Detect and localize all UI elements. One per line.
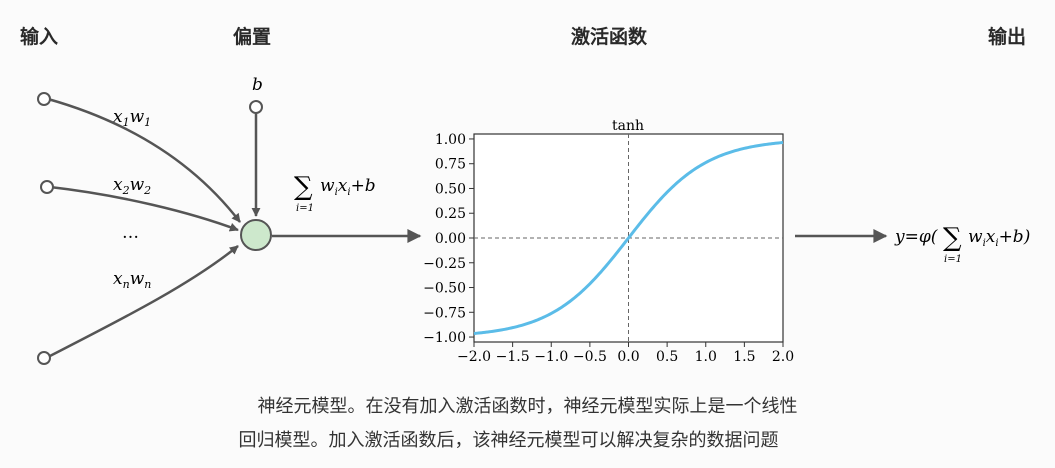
caption-line-2: 回归模型。加入激活函数后，该神经元模型可以解决复杂的数据问题 (238, 430, 779, 451)
input-node-2 (40, 180, 54, 194)
sum-sigma: ∑ (294, 172, 313, 202)
output-lower-index: i=1 (944, 254, 962, 265)
y-tick-label: 0.00 (435, 231, 466, 247)
tanh-curve (473, 141, 784, 335)
y-tick-label: 0.75 (435, 157, 466, 173)
header-input: 输入 (20, 26, 59, 48)
edge-2-label: x2w2 (113, 175, 151, 197)
sum-body: wixi+b (320, 176, 376, 198)
x-axis-ticks: −2.0 −1.5 −1.0 −0.5 0.0 0.5 1.0 1.5 2.0 (457, 342, 794, 365)
input-edge-1 (47, 97, 241, 223)
caption-line-1: 神经元模型。在没有加入激活函数时，神经元模型实际上是一个线性 (257, 396, 798, 417)
edge-1-label: x1w1 (113, 107, 151, 129)
header-output: 输出 (988, 26, 1027, 48)
x-tick-label: 0.0 (617, 349, 639, 365)
x-tick-label: −0.5 (573, 349, 607, 365)
tanh-chart: tanh −2.0 −1.5 −1.0 −0.5 0.0 0.5 1.0 1.5 2.0 1.0… (423, 118, 794, 365)
y-axis-ticks: 1.00 0.75 0.50 0.25 0.00 −0.25 −0.50 −0.75 −1.00 (423, 132, 474, 346)
y-tick-label: −0.25 (423, 256, 466, 272)
neuron-node (240, 219, 272, 251)
input-edge-2 (49, 185, 239, 232)
x-tick-label: 2.0 (772, 349, 794, 365)
x-tick-label: 0.5 (656, 349, 678, 365)
y-tick-label: 0.50 (435, 181, 466, 197)
output-sigma: ∑ (943, 223, 962, 253)
y-tick-label: 0.25 (435, 206, 466, 222)
y-tick-label: −0.50 (423, 281, 466, 297)
bias-node (249, 100, 263, 114)
y-tick-label: 1.00 (435, 132, 466, 148)
input-node-1 (37, 92, 51, 106)
input-edge-n (47, 245, 239, 359)
header-bias: 偏置 (233, 26, 272, 48)
header-activation: 激活函数 (571, 26, 648, 48)
output-body: wixi+b) (968, 227, 1030, 249)
y-tick-label: −0.75 (423, 305, 466, 321)
x-tick-label: −1.0 (534, 349, 568, 365)
y-tick-label: −1.00 (423, 330, 466, 346)
bias-label: b (252, 75, 263, 95)
x-tick-label: −1.5 (496, 349, 530, 365)
sum-lower-index: i=1 (296, 203, 314, 214)
x-tick-label: 1.5 (733, 349, 755, 365)
input-node-n (37, 351, 51, 365)
ellipsis: … (122, 223, 139, 243)
chart-title: tanh (612, 118, 644, 134)
edge-n-label: xnwn (113, 269, 151, 291)
x-tick-label: −2.0 (457, 349, 491, 365)
x-tick-label: 1.0 (695, 349, 717, 365)
output-lhs: y=φ( (894, 227, 938, 247)
